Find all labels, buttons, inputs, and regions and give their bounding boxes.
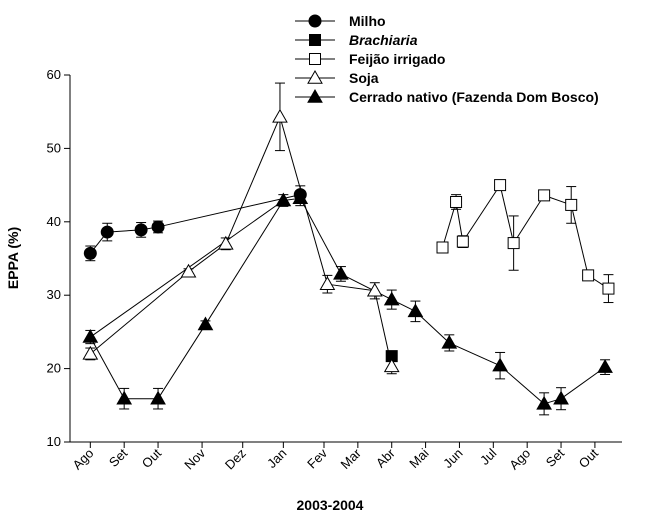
x-tick-label: Ago (69, 446, 96, 473)
data-point (82, 345, 99, 360)
y-tick-label: 40 (47, 214, 61, 229)
data-markers (82, 108, 615, 410)
data-point (134, 223, 148, 237)
legend-marker (308, 14, 322, 28)
y-tick-label: 10 (47, 434, 61, 449)
legend-marker (309, 53, 321, 65)
data-point (441, 334, 458, 349)
y-tick-label: 20 (47, 361, 61, 376)
data-point (492, 357, 508, 372)
data-point (82, 329, 99, 343)
data-point (582, 269, 595, 282)
data-point (292, 190, 309, 205)
legend-marker (307, 88, 323, 103)
series-connector (89, 336, 125, 399)
data-point (383, 358, 400, 373)
data-point (456, 235, 469, 248)
series-connector (499, 365, 545, 405)
data-point (450, 195, 463, 208)
x-tick-label: Mar (338, 445, 365, 472)
series-connector (89, 271, 189, 355)
x-tick-label: Out (139, 445, 165, 471)
data-point (180, 263, 197, 278)
legend-label: Milho (349, 13, 386, 29)
legend-label: Cerrado nativo (Fazenda Dom Bosco) (349, 89, 599, 105)
data-point (494, 179, 507, 192)
legend-label: Feijão irrigado (349, 51, 445, 67)
data-point (150, 390, 166, 405)
y-axis-title: EPPA (%) (5, 227, 21, 289)
data-point (407, 303, 424, 318)
x-tick-label: Mai (406, 445, 431, 470)
data-point (116, 390, 133, 405)
data-point (553, 390, 569, 405)
legend-label: Brachiaria (349, 32, 418, 48)
series-connector (157, 324, 206, 399)
y-tick-label: 60 (47, 67, 61, 82)
data-point (538, 189, 551, 202)
data-point (275, 192, 292, 207)
legend-marker (309, 34, 321, 46)
legend: Milho Brachiaria Feijão irrigado Soja Cerrad… (295, 13, 599, 105)
data-point (597, 359, 613, 373)
x-tick-label: Ago (506, 446, 533, 473)
data-point (100, 225, 114, 239)
data-point (507, 237, 520, 250)
series-connector (327, 283, 375, 292)
data-point (333, 265, 349, 280)
series-connector (513, 195, 545, 244)
data-point (602, 282, 615, 295)
data-point (217, 235, 234, 250)
series-connector (340, 273, 392, 301)
data-point (151, 220, 165, 234)
x-tick-label: Fev (304, 445, 330, 471)
data-point (197, 316, 214, 331)
series-lines (89, 116, 609, 405)
x-tick-label: Jan (264, 446, 289, 471)
series-connector (499, 184, 515, 244)
data-point (319, 276, 336, 290)
data-point (565, 198, 578, 211)
x-tick-label: Set (106, 445, 131, 470)
legend-label: Soja (349, 70, 379, 86)
axes: 10 20 30 40 50 60 Ago Set Out Nov Dez Jan Fev Mar Abr M… (47, 67, 622, 472)
series-connector (157, 194, 301, 228)
series-connector (462, 184, 501, 242)
x-tick-label: Nov (181, 445, 208, 472)
x-tick-label: Dez (222, 446, 249, 473)
error-bars (85, 82, 614, 416)
x-tick-label: Jun (440, 446, 465, 471)
data-point (366, 282, 383, 297)
legend-marker (307, 69, 323, 84)
data-point (83, 246, 97, 260)
series-connector (570, 204, 589, 276)
data-point (436, 241, 449, 254)
x-tick-label: Set (543, 445, 568, 470)
y-tick-label: 50 (47, 140, 61, 155)
series-connector (299, 198, 342, 275)
x-tick-label: Abr (373, 445, 398, 470)
series-connector (442, 201, 457, 248)
series-connector (205, 200, 284, 325)
series-connector (455, 201, 464, 242)
data-point (536, 395, 552, 410)
series-connector (225, 116, 281, 245)
x-axis-title: 2003-2004 (297, 497, 364, 513)
data-point (272, 108, 288, 123)
data-point (383, 291, 400, 306)
x-tick-label: Out (576, 445, 602, 471)
x-tick-label: Jul (477, 445, 499, 467)
y-tick-label: 30 (47, 287, 61, 302)
series-connector (449, 342, 501, 367)
